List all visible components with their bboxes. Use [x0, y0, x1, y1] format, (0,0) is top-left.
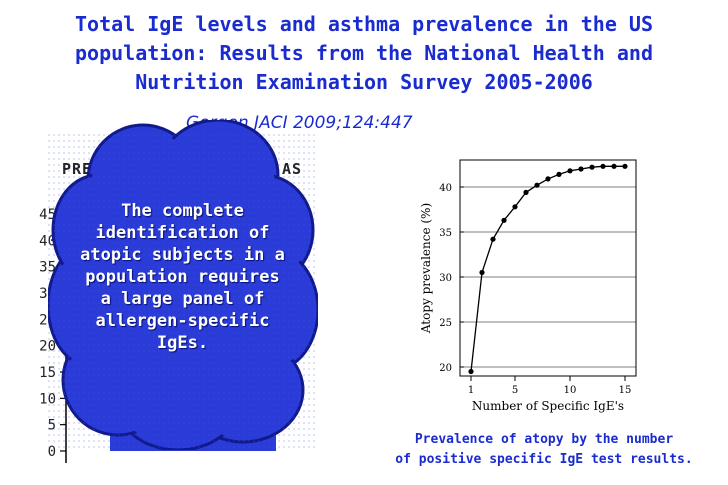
chart-y-axis-label: Atopy prevalence (%)	[419, 203, 433, 334]
slide-title: Total IgE levels and asthma prevalence i…	[30, 10, 698, 97]
title-line-3: Nutrition Examination Survey 2005-2006	[135, 70, 593, 94]
chart-x-tick-label: 1	[468, 385, 474, 396]
left-header-start: PRE	[62, 160, 93, 178]
atopy-series-points	[468, 163, 628, 375]
chart-y-tick-label: 35	[439, 228, 452, 239]
callout-line-6: allergen-specific	[95, 311, 270, 331]
chart-x-tick-label: 5	[512, 385, 518, 396]
atopy-series-line	[470, 165, 625, 372]
chart-y-tick-label: 20	[439, 363, 452, 374]
chart-gridlines	[460, 186, 636, 368]
left-y-tick-label: 45	[39, 207, 56, 223]
callout-line-4: population requires	[85, 267, 280, 287]
chart-x-tick-label: 15	[619, 385, 632, 396]
atopy-data-point	[578, 166, 584, 172]
left-y-tick-label: 0	[48, 444, 56, 460]
atopy-data-point	[611, 163, 617, 169]
atopy-data-point	[556, 171, 562, 177]
chart-caption: Prevalence of atopy by the number of pos…	[394, 430, 694, 470]
callout-line-1: The complete	[121, 201, 244, 221]
left-y-tick-label: 20	[39, 339, 56, 355]
left-y-tick-label: 35	[39, 260, 56, 276]
atopy-data-point	[512, 204, 518, 210]
atopy-data-point	[479, 269, 485, 276]
atopy-data-point	[468, 368, 474, 375]
atopy-data-point	[490, 236, 496, 242]
atopy-data-point	[534, 182, 540, 188]
chart-x-axis: 1 5 10 15	[468, 376, 632, 396]
chart-y-tick-label: 40	[439, 183, 452, 194]
callout-text: The complete identification of atopic su…	[70, 200, 295, 354]
chart-plot-frame	[459, 159, 637, 377]
callout-cloud	[48, 120, 318, 450]
left-header-end: AS	[282, 160, 303, 178]
cloud-lobe-fill	[232, 254, 314, 366]
atopy-data-point	[589, 164, 595, 170]
caption-line-1: Prevalence of atopy by the number	[414, 432, 674, 447]
cloud-shape	[48, 120, 318, 450]
callout-line-7: IgEs.	[156, 333, 209, 353]
callout-line-5: a large panel of	[100, 289, 265, 309]
chart-y-tick-label: 30	[439, 273, 452, 284]
cloud-lobe-fill	[217, 179, 309, 281]
left-y-tick-label: 15	[39, 365, 56, 381]
chart-y-tick-label: 25	[439, 318, 452, 329]
chart-x-axis-label: Number of Specific IgE's	[472, 399, 624, 413]
chart-y-axis: 20 25 30 35 40	[439, 183, 464, 374]
chart-x-tick-label: 10	[564, 385, 577, 396]
atopy-data-point	[622, 163, 628, 169]
atopy-data-point	[545, 176, 551, 182]
callout-line-3: atopic subjects in a	[80, 245, 285, 265]
title-line-2: population: Results from the National He…	[75, 41, 653, 65]
left-y-axis: 454035302520151050	[39, 207, 67, 463]
left-chart-header: PRE AS	[62, 160, 301, 178]
callout-line-2: identification of	[95, 223, 270, 243]
left-y-tick-label: 10	[39, 391, 56, 407]
atopy-data-point	[600, 163, 606, 169]
cloud-lobe-fill	[57, 179, 139, 281]
title-line-1: Total IgE levels and asthma prevalence i…	[75, 12, 653, 36]
left-y-tick-label: 40	[39, 233, 56, 249]
atopy-data-point	[501, 217, 507, 223]
atopy-data-point	[523, 189, 529, 195]
caption-line-2: of positive specific IgE test results.	[395, 452, 693, 467]
left-y-tick-label: 5	[48, 418, 56, 434]
atopy-data-point	[567, 168, 573, 174]
